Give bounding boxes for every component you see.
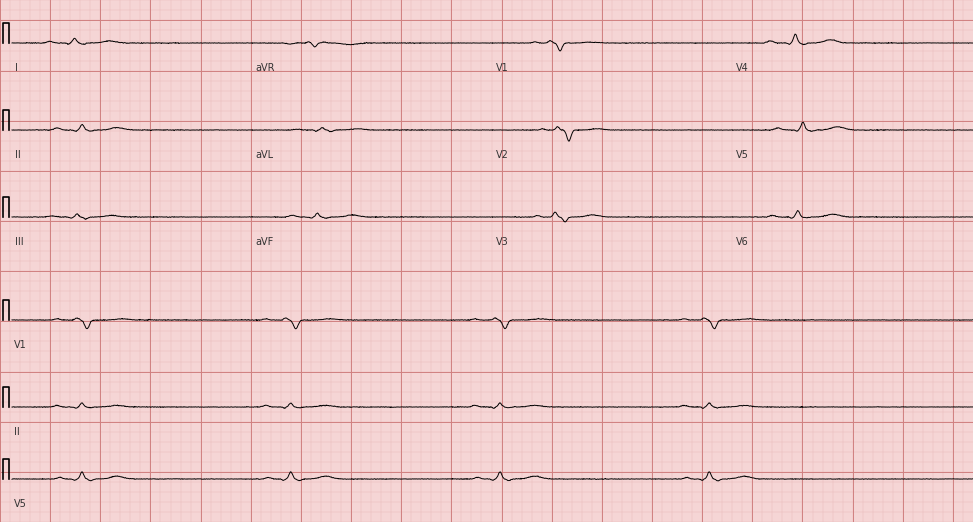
Text: V6: V6 bbox=[736, 237, 748, 247]
Text: aVR: aVR bbox=[255, 63, 274, 73]
Text: III: III bbox=[15, 237, 23, 247]
Text: I: I bbox=[15, 63, 18, 73]
Text: V5: V5 bbox=[736, 150, 748, 160]
Text: aVL: aVL bbox=[255, 150, 273, 160]
Text: II: II bbox=[14, 427, 19, 437]
Text: V2: V2 bbox=[495, 150, 508, 160]
Text: II: II bbox=[15, 150, 20, 160]
Text: V3: V3 bbox=[495, 237, 508, 247]
Text: aVF: aVF bbox=[255, 237, 273, 247]
Text: V1: V1 bbox=[14, 340, 26, 350]
Text: V1: V1 bbox=[495, 63, 508, 73]
Text: V4: V4 bbox=[736, 63, 748, 73]
Text: V5: V5 bbox=[14, 499, 27, 509]
